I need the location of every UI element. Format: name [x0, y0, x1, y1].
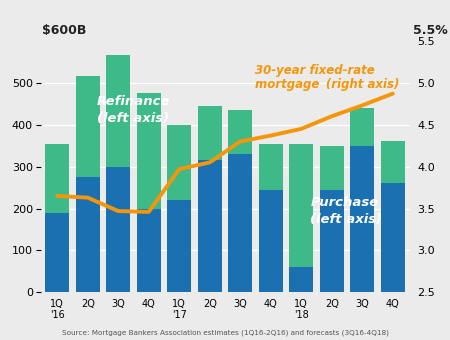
Bar: [137, 208, 161, 292]
Bar: [167, 200, 191, 292]
Text: $600B: $600B: [42, 23, 86, 37]
Bar: [351, 146, 374, 292]
Bar: [76, 177, 99, 292]
Bar: [198, 160, 222, 292]
Bar: [320, 146, 344, 190]
Bar: [381, 141, 405, 183]
Text: mortgage  (right axis): mortgage (right axis): [256, 78, 400, 91]
Bar: [351, 108, 374, 146]
Bar: [45, 213, 69, 292]
Bar: [289, 143, 313, 267]
Text: Refinance
(left axis): Refinance (left axis): [97, 95, 171, 125]
Bar: [167, 125, 191, 200]
Bar: [137, 93, 161, 208]
Bar: [106, 167, 130, 292]
Bar: [381, 183, 405, 292]
Text: Source: Mortgage Bankers Association estimates (1Q16-2Q16) and forecasts (3Q16-4: Source: Mortgage Bankers Association est…: [62, 329, 388, 336]
Text: 5.5%: 5.5%: [413, 23, 447, 37]
Text: 30-year fixed-rate: 30-year fixed-rate: [256, 64, 375, 76]
Bar: [228, 110, 252, 154]
Bar: [198, 106, 222, 160]
Bar: [106, 55, 130, 167]
Bar: [228, 154, 252, 292]
Bar: [320, 190, 344, 292]
Bar: [259, 143, 283, 190]
Bar: [76, 76, 99, 177]
Bar: [45, 143, 69, 213]
Text: Purchase
(left axis): Purchase (left axis): [310, 195, 382, 226]
Bar: [259, 190, 283, 292]
Bar: [289, 267, 313, 292]
